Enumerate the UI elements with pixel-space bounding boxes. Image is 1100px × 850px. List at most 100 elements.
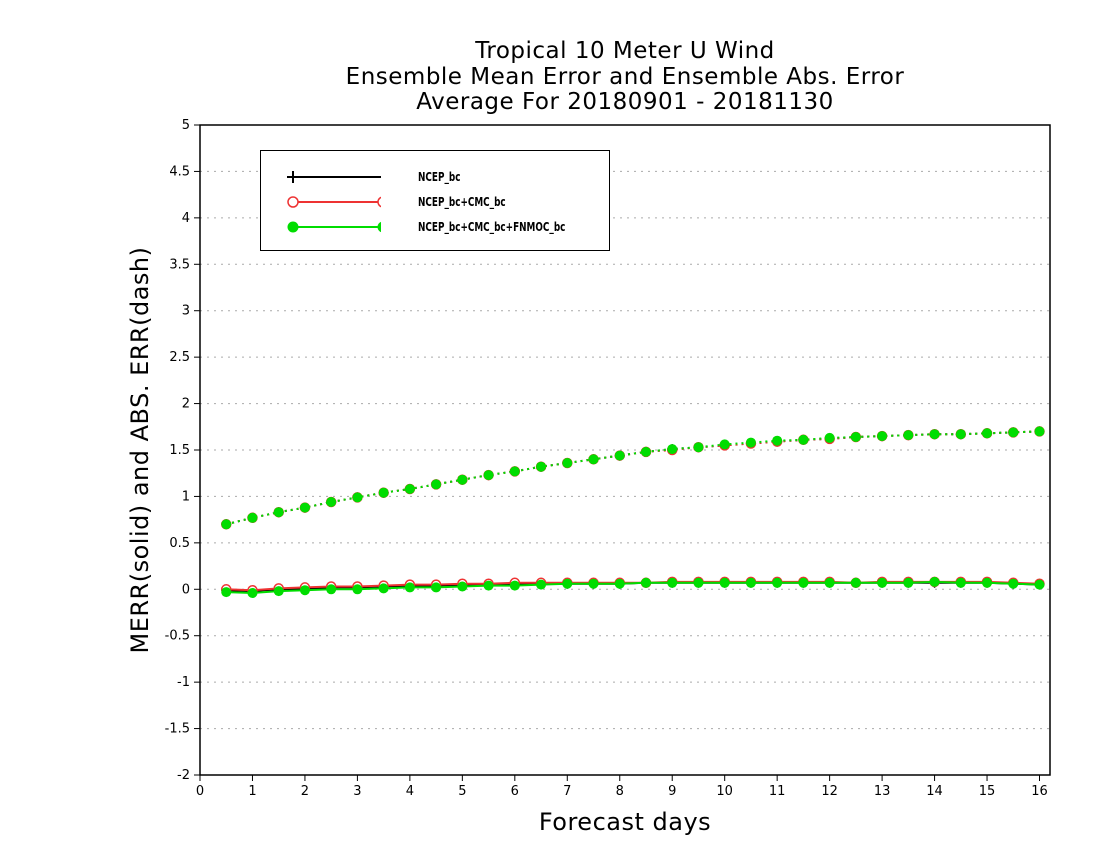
data-point — [772, 577, 783, 588]
y-tick-label: 1 — [182, 489, 190, 504]
legend-entry-ncep-bc-cmc-bc: NCEP_bc+CMC_bc — [261, 192, 609, 214]
data-point — [955, 577, 966, 588]
data-point — [824, 577, 835, 588]
x-tick-label: 12 — [821, 784, 838, 799]
filled-circle-marker-icon — [287, 221, 381, 233]
data-point — [693, 577, 704, 588]
y-tick-label: 5 — [182, 118, 190, 133]
x-tick-label: 3 — [353, 784, 361, 799]
data-point — [798, 577, 809, 588]
legend-entry-ncep-bc: NCEP_bc — [261, 167, 609, 189]
data-point — [247, 588, 258, 598]
data-point — [404, 484, 415, 494]
data-point — [247, 512, 258, 523]
y-tick-label: 1.5 — [169, 443, 190, 458]
chart-title-line-3: Average For 20180901 - 20181130 — [416, 89, 834, 115]
data-point — [1008, 427, 1019, 438]
data-point — [483, 580, 494, 591]
data-point — [299, 502, 310, 513]
y-tick-label: 3.5 — [169, 257, 190, 272]
data-point — [667, 577, 678, 588]
y-tick-label: 2.5 — [169, 350, 190, 365]
data-point — [221, 519, 232, 530]
y-tick-label: 0.5 — [169, 536, 190, 551]
x-tick-label: 6 — [511, 784, 519, 799]
data-point — [982, 428, 993, 439]
data-point — [483, 470, 494, 481]
data-point — [850, 432, 861, 442]
data-point — [667, 444, 678, 455]
x-tick-label: 15 — [979, 784, 996, 799]
data-point — [1034, 579, 1045, 590]
data-point — [536, 579, 547, 590]
abs-error-line — [225, 430, 1040, 526]
open-circle-marker-icon — [287, 196, 381, 208]
data-point — [509, 580, 520, 591]
data-point — [431, 479, 442, 490]
data-point — [929, 576, 940, 587]
y-tick-label: 2 — [182, 397, 190, 412]
chart-title-line-2: Ensemble Mean Error and Ensemble Abs. Er… — [345, 64, 905, 90]
data-point — [457, 581, 468, 592]
data-point — [509, 466, 520, 477]
data-point — [824, 432, 835, 443]
legend-label: NCEP_bc+CMC_bc+FNMOC_bc — [418, 220, 566, 234]
y-tick-label: -2 — [177, 768, 190, 783]
y-tick-label: 4.5 — [169, 164, 190, 179]
data-point — [614, 450, 625, 461]
data-point — [378, 583, 389, 594]
chart-legend: NCEP_bc NCEP_bc+CMC_bc NCEP_bc+CMC_bc+FN… — [260, 150, 610, 251]
data-point — [877, 431, 888, 442]
data-point — [562, 458, 573, 468]
data-point — [798, 434, 809, 445]
data-point — [693, 442, 704, 453]
data-point — [352, 492, 363, 503]
data-point — [877, 577, 888, 588]
y-tick-label: 4 — [182, 211, 190, 226]
data-point — [772, 435, 783, 446]
y-tick-label: -1.5 — [165, 722, 190, 737]
data-point — [273, 507, 284, 518]
data-point — [404, 582, 415, 593]
data-point — [719, 577, 730, 588]
data-point — [326, 584, 337, 595]
y-axis-label: MERR(solid) and ABS. ERR(dash) — [126, 246, 154, 654]
chart-title-line-1: Tropical 10 Meter U Wind — [475, 38, 775, 64]
x-tick-label: 5 — [458, 784, 466, 799]
data-point — [955, 429, 966, 440]
data-point — [982, 577, 993, 588]
series-1 — [225, 430, 1040, 592]
x-axis-label: Forecast days — [538, 808, 712, 836]
x-tick-label: 1 — [248, 784, 256, 799]
x-tick-label: 10 — [716, 784, 733, 799]
y-tick-label: -1 — [177, 675, 190, 690]
x-tick-label: 8 — [616, 784, 624, 799]
x-tick-label: 9 — [668, 784, 676, 799]
data-point — [640, 577, 651, 588]
data-point — [903, 577, 914, 588]
legend-label: NCEP_bc — [418, 170, 461, 184]
x-tick-label: 14 — [926, 784, 943, 799]
data-point — [562, 578, 573, 589]
x-tick-label: 0 — [196, 784, 204, 799]
data-point — [850, 577, 861, 588]
data-point — [903, 430, 914, 441]
series-0 — [225, 430, 1040, 593]
x-tick-label: 2 — [301, 784, 309, 799]
x-tick-label: 11 — [769, 784, 786, 799]
data-point — [1034, 426, 1045, 437]
data-point — [929, 429, 940, 440]
legend-label: NCEP_bc+CMC_bc — [418, 195, 506, 209]
data-point — [588, 578, 599, 589]
x-tick-label: 4 — [406, 784, 414, 799]
data-point — [326, 497, 337, 507]
data-point — [588, 454, 599, 465]
data-point — [614, 578, 625, 589]
series-2 — [225, 430, 1040, 595]
data-point — [536, 461, 547, 472]
data-point — [719, 439, 730, 450]
data-point — [457, 474, 468, 485]
data-point — [1008, 578, 1019, 589]
data-point — [745, 577, 756, 588]
abs-error-line — [225, 430, 1040, 526]
